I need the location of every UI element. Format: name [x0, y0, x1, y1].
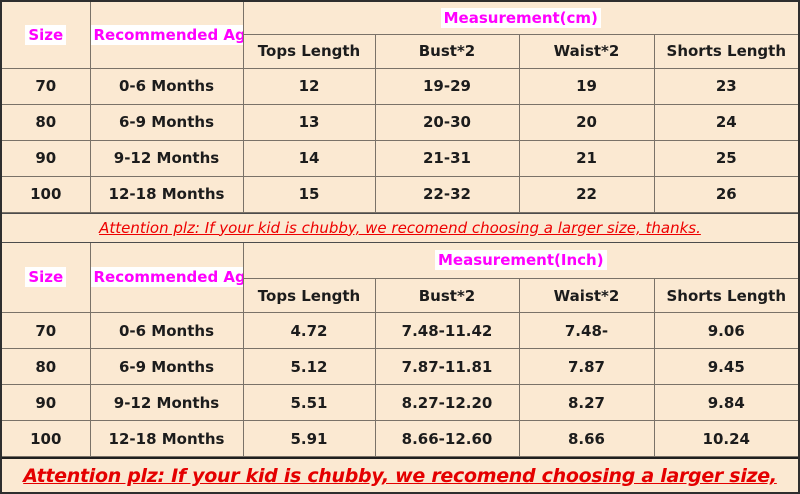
cell-size: 70 — [2, 67, 91, 105]
cell-bust: 7.87-11.81 — [374, 348, 520, 385]
cell-tops-length: 5.51 — [242, 384, 376, 421]
header-recommended-age-label: Recommended Age — [91, 267, 242, 288]
cell-waist: 8.27 — [518, 384, 655, 421]
table-row: 100 12-18 Months 15 22-32 22 26 — [2, 175, 798, 213]
cell-waist: 19 — [518, 67, 655, 105]
table-row: 70 0-6 Months 4.72 7.48-11.42 7.48- 9.06 — [2, 312, 798, 349]
header-size-label: Size — [25, 24, 67, 45]
table-row: 80 6-9 Months 13 20-30 20 24 — [2, 103, 798, 141]
cell-bust: 19-29 — [374, 67, 520, 105]
attention-note-mid-text: Attention plz: If your kid is chubby, we… — [99, 218, 701, 237]
header-bust: Bust*2 — [374, 33, 520, 69]
header-waist: Waist*2 — [518, 278, 655, 313]
cell-bust: 8.66-12.60 — [374, 420, 520, 457]
cell-bust: 21-31 — [374, 139, 520, 177]
table-row: 80 6-9 Months 5.12 7.87-11.81 7.87 9.45 — [2, 348, 798, 385]
cell-age: 0-6 Months — [89, 67, 244, 105]
cell-tops-length: 4.72 — [242, 312, 376, 349]
cell-shorts-length: 25 — [653, 139, 798, 177]
cell-shorts-length: 9.45 — [653, 348, 798, 385]
header-shorts-length: Shorts Length — [653, 278, 798, 313]
header-tops-length: Tops Length — [243, 33, 376, 69]
cell-tops-length: 15 — [242, 175, 376, 213]
cell-tops-length: 5.91 — [242, 420, 376, 457]
cell-age: 6-9 Months — [89, 103, 244, 141]
cell-age: 12-18 Months — [89, 420, 244, 457]
attention-note-mid: Attention plz: If your kid is chubby, we… — [2, 212, 798, 243]
cell-size: 100 — [2, 175, 91, 213]
header-waist: Waist*2 — [518, 33, 655, 69]
header-measurement-cm: Measurement(cm) — [242, 2, 798, 35]
header-bust: Bust*2 — [374, 278, 520, 313]
table-row: 70 0-6 Months 12 19-29 19 23 — [2, 67, 798, 105]
cell-size: 100 — [2, 420, 91, 457]
cell-age: 0-6 Months — [89, 312, 244, 349]
cell-shorts-length: 9.06 — [653, 312, 798, 349]
cell-tops-length: 5.12 — [242, 348, 376, 385]
cell-waist: 7.48- — [518, 312, 655, 349]
table-row: 90 9-12 Months 5.51 8.27-12.20 8.27 9.84 — [2, 384, 798, 421]
cell-size: 90 — [2, 384, 91, 421]
cell-waist: 7.87 — [518, 348, 655, 385]
cell-bust: 7.48-11.42 — [374, 312, 520, 349]
header-shorts-length: Shorts Length — [653, 33, 798, 69]
header-size: Size — [2, 2, 91, 69]
size-table-cm: Size Recommended Age Measurement(cm) Top… — [2, 2, 798, 213]
cell-tops-length: 14 — [242, 139, 376, 177]
size-table-inch: Size Recommended Age Measurement(Inch) T… — [2, 242, 798, 457]
header-recommended-age: Recommended Age — [89, 242, 244, 313]
cell-size: 80 — [2, 103, 91, 141]
cell-waist: 8.66 — [518, 420, 655, 457]
header-size-label: Size — [25, 267, 67, 288]
table-row: 90 9-12 Months 14 21-31 21 25 — [2, 139, 798, 177]
cell-age: 9-12 Months — [89, 384, 244, 421]
cell-shorts-length: 24 — [653, 103, 798, 141]
cell-shorts-length: 23 — [653, 67, 798, 105]
header-recommended-age-label: Recommended Age — [91, 24, 242, 45]
cell-shorts-length: 26 — [653, 175, 798, 213]
attention-note-bottom-text: Attention plz: If your kid is chubby, we… — [23, 465, 777, 487]
cell-waist: 20 — [518, 103, 655, 141]
cell-shorts-length: 10.24 — [653, 420, 798, 457]
cell-size: 70 — [2, 312, 91, 349]
cell-size: 80 — [2, 348, 91, 385]
cell-bust: 8.27-12.20 — [374, 384, 520, 421]
header-measurement-cm-label: Measurement(cm) — [440, 7, 601, 28]
header-size: Size — [2, 242, 91, 313]
cell-size: 90 — [2, 139, 91, 177]
cell-tops-length: 13 — [242, 103, 376, 141]
cell-shorts-length: 9.84 — [653, 384, 798, 421]
cell-tops-length: 12 — [242, 67, 376, 105]
attention-note-bottom: Attention plz: If your kid is chubby, we… — [2, 457, 798, 492]
table-row: 100 12-18 Months 5.91 8.66-12.60 8.66 10… — [2, 420, 798, 457]
cell-waist: 22 — [518, 175, 655, 213]
header-measurement-inch-label: Measurement(Inch) — [434, 250, 607, 271]
header-recommended-age: Recommended Age — [89, 2, 244, 69]
cell-bust: 20-30 — [374, 103, 520, 141]
cell-waist: 21 — [518, 139, 655, 177]
header-measurement-inch: Measurement(Inch) — [242, 242, 798, 279]
cell-age: 12-18 Months — [89, 175, 244, 213]
cell-bust: 22-32 — [374, 175, 520, 213]
cell-age: 9-12 Months — [89, 139, 244, 177]
header-tops-length: Tops Length — [243, 278, 376, 313]
cell-age: 6-9 Months — [89, 348, 244, 385]
